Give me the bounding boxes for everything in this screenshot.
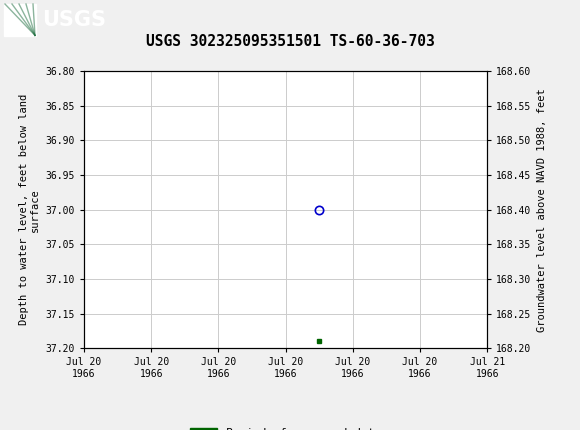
Text: USGS: USGS: [42, 10, 106, 30]
Y-axis label: Groundwater level above NAVD 1988, feet: Groundwater level above NAVD 1988, feet: [537, 88, 547, 332]
Y-axis label: Depth to water level, feet below land
surface: Depth to water level, feet below land su…: [19, 94, 40, 325]
Text: USGS 302325095351501 TS-60-36-703: USGS 302325095351501 TS-60-36-703: [146, 34, 434, 49]
Legend: Period of approved data: Period of approved data: [185, 424, 386, 430]
FancyBboxPatch shape: [4, 4, 36, 37]
